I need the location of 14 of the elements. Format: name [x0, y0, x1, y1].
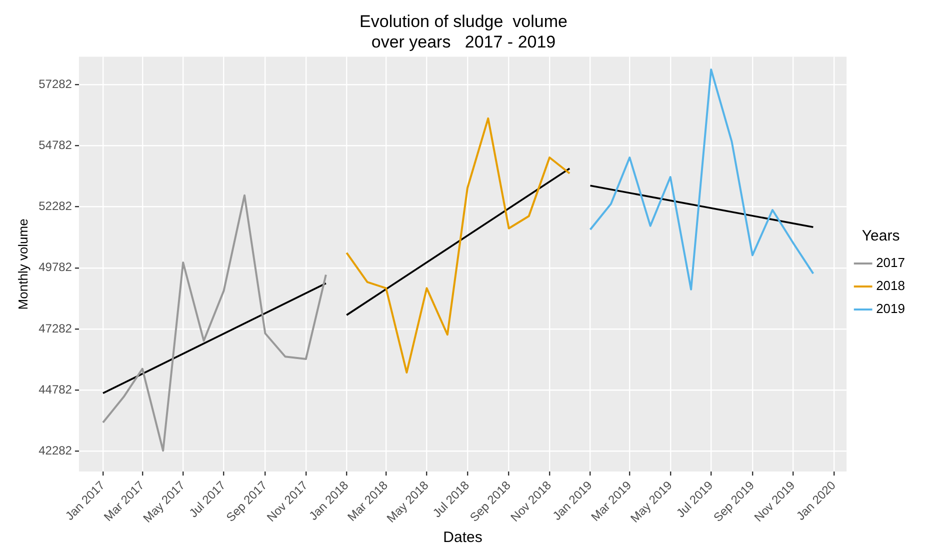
y-tick-label: 49782 — [38, 260, 72, 274]
y-tick-label: 47282 — [38, 321, 72, 336]
chart-title: Evolution of sludge volume over years 2017 - 2019 — [360, 12, 568, 52]
x-axis-title: Dates — [443, 529, 482, 546]
y-tick-label: 52282 — [38, 199, 72, 214]
legend-label: 2019 — [876, 301, 905, 316]
y-tick-label: 57282 — [38, 76, 72, 91]
legend-label: 2018 — [876, 278, 905, 294]
y-tick-label: 42282 — [38, 443, 72, 458]
y-tick-label: 54782 — [38, 138, 72, 152]
y-axis-title: Monthly volume — [15, 218, 30, 310]
legend-title: Years — [862, 228, 900, 245]
legend-label: 2017 — [876, 255, 905, 270]
y-tick-label: 44782 — [38, 382, 72, 396]
